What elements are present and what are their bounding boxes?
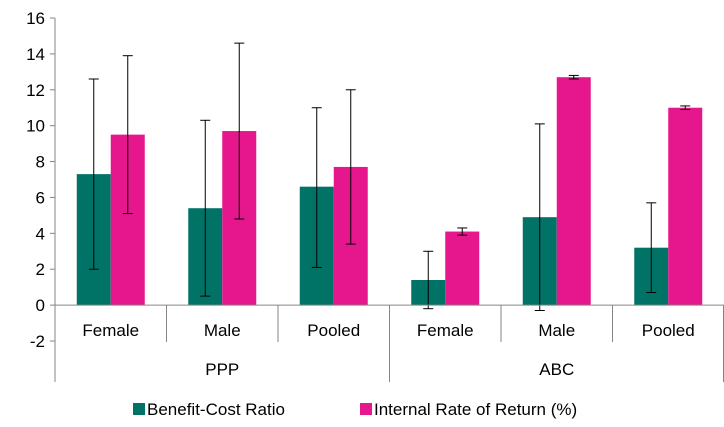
error-bar-irr-0 — [122, 55, 133, 215]
legend-label-internal-rate-of-return: Internal Rate of Return (%) — [374, 400, 577, 419]
error-bar-benefit-cost-ratio-5 — [646, 202, 657, 294]
error-bar-irr-4 — [568, 74, 579, 80]
group-label: ABC — [539, 360, 574, 379]
error-bars-layer — [88, 42, 691, 311]
category-label: Male — [538, 321, 575, 340]
bar-irr-4 — [556, 77, 591, 306]
y-tick-label: 0 — [36, 296, 45, 315]
y-tick-label: 6 — [36, 188, 45, 207]
legend-swatch-internal-rate-of-return — [360, 403, 372, 415]
group-label: PPP — [205, 360, 239, 379]
bar-irr-3 — [445, 231, 480, 306]
legend-label-benefit-cost-ratio: Benefit-Cost Ratio — [147, 400, 285, 419]
error-bar-benefit-cost-ratio-1 — [200, 119, 211, 297]
error-bar-benefit-cost-ratio-2 — [311, 107, 322, 268]
error-bar-irr-5 — [680, 105, 691, 111]
error-bar-benefit-cost-ratio-4 — [534, 123, 545, 311]
labels-layer: -2 0 2 4 6 8 10 12 14 16 Female Male Pooled Female Mal… — [26, 9, 695, 379]
y-tick-label: 12 — [26, 81, 45, 100]
error-bar-irr-3 — [457, 227, 468, 236]
error-bar-irr-2 — [345, 89, 356, 245]
bars-layer — [76, 77, 703, 306]
y-tick-label: -2 — [30, 332, 45, 351]
y-tick-label: 2 — [36, 260, 45, 279]
category-label: Female — [417, 321, 474, 340]
y-tick-label: 16 — [26, 9, 45, 28]
y-tick-label: 8 — [36, 153, 45, 172]
error-bar-benefit-cost-ratio-3 — [423, 250, 434, 310]
axes-layer — [50, 17, 724, 382]
bar-irr-5 — [668, 107, 703, 306]
error-bar-benefit-cost-ratio-0 — [88, 78, 99, 270]
category-label: Pooled — [307, 321, 360, 340]
category-label: Pooled — [642, 321, 695, 340]
error-bar-irr-1 — [234, 42, 245, 220]
category-label: Male — [204, 321, 241, 340]
y-tick-label: 14 — [26, 45, 45, 64]
category-label: Female — [82, 321, 139, 340]
y-tick-label: 10 — [26, 117, 45, 136]
legend-swatch-benefit-cost-ratio — [133, 403, 145, 415]
y-tick-label: 4 — [36, 224, 45, 243]
legend: Benefit-Cost Ratio Internal Rate of Retu… — [133, 400, 577, 419]
